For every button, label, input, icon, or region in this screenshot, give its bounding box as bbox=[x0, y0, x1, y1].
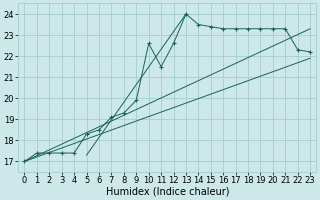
X-axis label: Humidex (Indice chaleur): Humidex (Indice chaleur) bbox=[106, 187, 229, 197]
